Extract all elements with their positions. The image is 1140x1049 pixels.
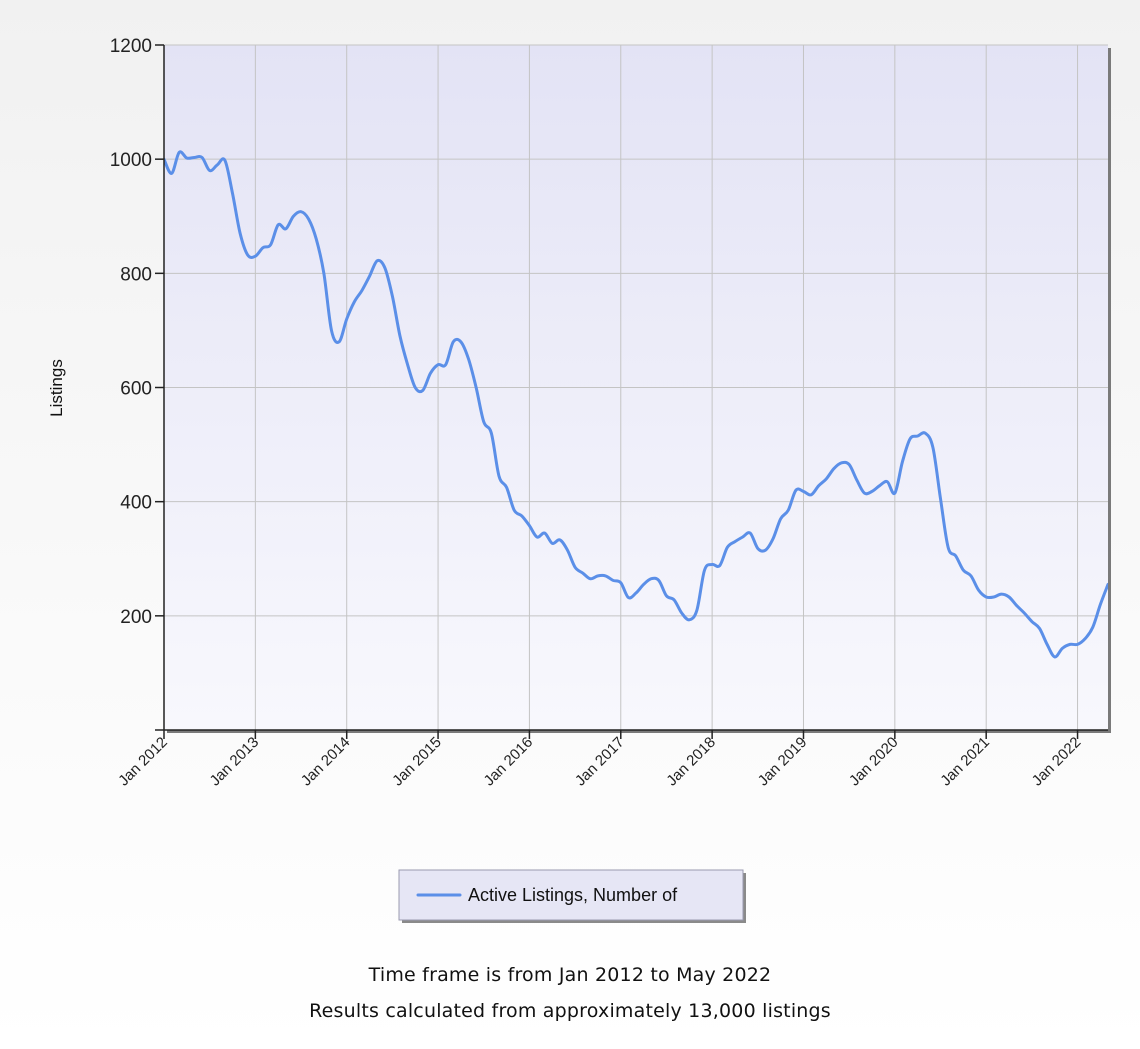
y-axis-label: Listings — [47, 359, 66, 417]
x-ticks: Jan 2012 Jan 2013 Jan 2014 Jan 2015 Jan 2016… — [115, 730, 1084, 789]
y-ticks: 200 400 600 800 1000 1200 — [110, 36, 164, 731]
x-tick-label: Jan 2016 — [481, 734, 537, 790]
y-tick-label: 400 — [120, 493, 152, 514]
timeframe-note: Time frame is from Jan 2012 to May 2022 — [368, 964, 772, 986]
y-tick-label: 1200 — [110, 36, 152, 57]
x-tick-label: Jan 2017 — [572, 734, 628, 790]
series-layer — [164, 150, 1108, 659]
x-tick-label: Jan 2022 — [1029, 734, 1085, 790]
x-tick-label: Jan 2013 — [207, 734, 263, 790]
x-tick-label: Jan 2015 — [389, 734, 445, 790]
legend: Active Listings, Number of — [398, 869, 746, 923]
listings-count-note: Results calculated from approximately 13… — [309, 1000, 831, 1022]
y-tick-label: 200 — [120, 607, 152, 628]
grid-lines — [164, 44, 1108, 730]
x-tick-label: Jan 2018 — [663, 734, 719, 790]
x-tick-label: Jan 2019 — [755, 734, 811, 790]
x-tick-label: Jan 2020 — [846, 734, 902, 790]
x-tick-label: Jan 2012 — [115, 734, 171, 790]
y-tick-label: 800 — [120, 264, 152, 285]
y-tick-label: 600 — [120, 379, 152, 400]
y-tick-label: 1000 — [110, 150, 152, 171]
x-tick-label: Jan 2021 — [937, 734, 993, 790]
series-line-0 — [164, 150, 1108, 659]
legend-label: Active Listings, Number of — [468, 885, 678, 905]
x-tick-label: Jan 2014 — [298, 734, 354, 790]
